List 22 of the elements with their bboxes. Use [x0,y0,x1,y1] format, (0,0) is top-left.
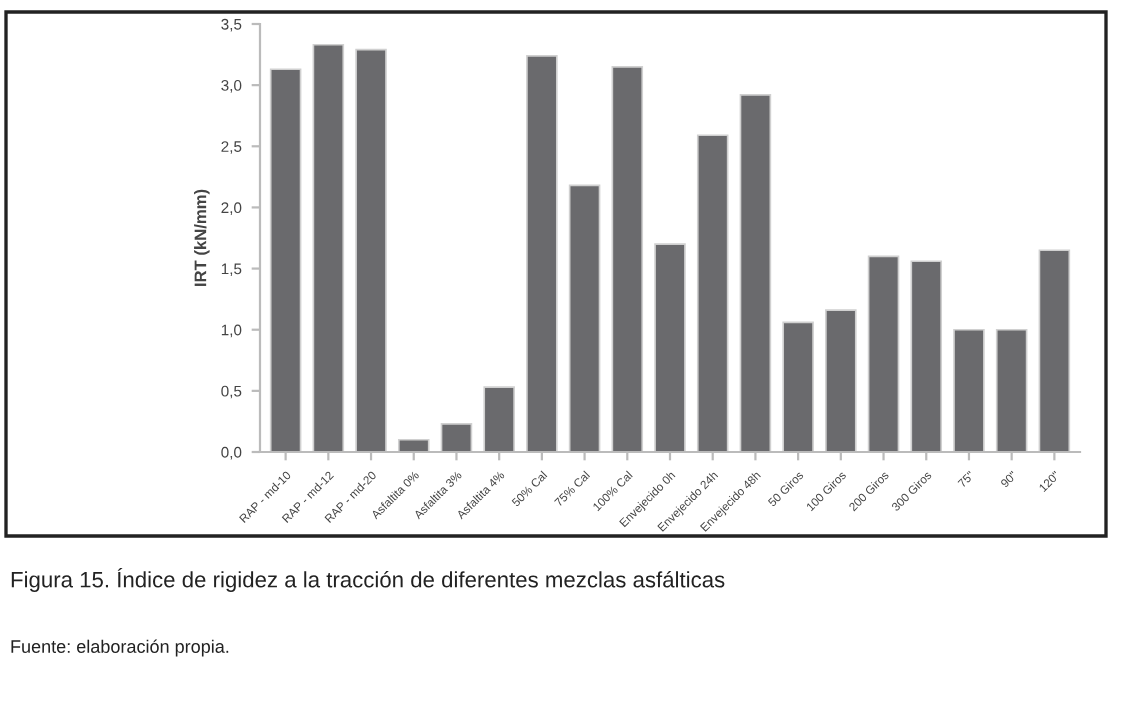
bar [526,54,558,452]
y-axis-title: IRT (kN/mm) [194,189,210,286]
bar [483,386,515,452]
bar [867,255,900,452]
bar [312,43,345,452]
bar [568,184,601,452]
bar [440,423,473,452]
bar [825,309,857,452]
text: Figura 15. Índice de rigidez a la tracción de diferentes mezclas asfálticas [11,568,725,592]
bar [739,94,772,452]
bar [995,328,1028,452]
source-note: Fuente: elaboración propia. [11,639,229,657]
bar [397,438,430,452]
bar [654,243,686,452]
bar [910,260,943,452]
bar [355,48,387,452]
bar [953,328,985,452]
bar [611,65,644,452]
bar [1038,249,1071,452]
bar [696,134,729,452]
bar [269,68,302,452]
bar [782,321,814,452]
